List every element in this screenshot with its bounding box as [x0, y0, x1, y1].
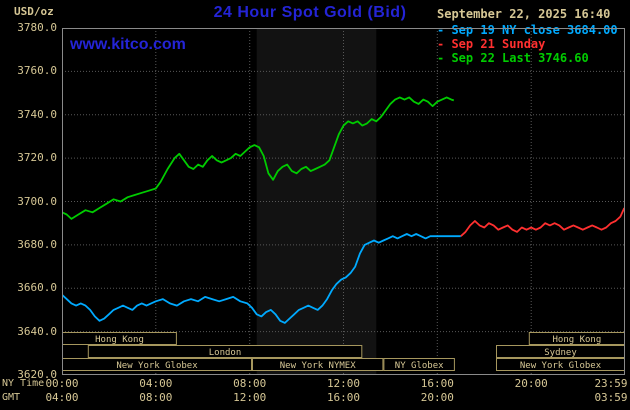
x-axis-row-label-ny-time: NY Time	[2, 378, 45, 389]
chart-title: 24 Hour Spot Gold (Bid)	[213, 4, 407, 21]
x-axis-row-label-gmt: GMT	[2, 392, 21, 403]
session-box-label: New York Globex	[520, 361, 602, 371]
y-axis-tick-label: 3740.0	[17, 107, 57, 121]
session-box-sydney: Sydney	[496, 345, 625, 358]
session-box-new-york-nymex: New York NYMEX	[252, 358, 384, 371]
legend-item: - Sep 21 Sunday	[437, 37, 546, 51]
x-axis-tick-label: 12:00	[233, 391, 267, 404]
report-datetime: September 22, 2025 16:40	[437, 7, 611, 21]
session-box-hong-kong: Hong Kong	[528, 332, 625, 345]
y-axis-tick-label: 3620.0	[17, 368, 57, 381]
nymex-session-band	[256, 28, 377, 375]
y-axis-tick-label: 3700.0	[17, 194, 57, 208]
series-line-sep22-last	[62, 96, 455, 220]
x-axis-tick-label: 03:59	[594, 391, 628, 404]
x-axis-tick-label: 23:59	[594, 377, 628, 390]
legend: - Sep 19 NY close 3684.00- Sep 21 Sunday…	[437, 23, 618, 65]
session-box-rect	[87, 345, 363, 358]
session-box-label: New York NYMEX	[280, 361, 356, 371]
kitco-website-link[interactable]: www.kitco.com	[70, 36, 186, 53]
y-axis-tick-label: 3760.0	[17, 64, 57, 78]
session-box-label: Hong Kong	[95, 335, 144, 345]
session-box-rect	[252, 358, 384, 371]
y-axis-tick-label: 3680.0	[17, 237, 57, 251]
y-axis-tick-label: 3660.0	[17, 281, 57, 295]
x-axis-tick-label: 08:00	[139, 391, 173, 404]
x-axis-tick-label: 04:00	[139, 377, 173, 390]
x-axis-tick-label: 16:00	[326, 391, 361, 404]
y-axis-tick-label: 3720.0	[17, 151, 57, 165]
x-axis-tick-label: 20:00	[514, 377, 548, 390]
x-axis-tick-label: 00:00	[45, 377, 79, 390]
session-box-ny-globex: NY Globex	[383, 358, 455, 371]
session-box-new-york-globex: New York Globex	[496, 358, 625, 371]
plot-area: Hong Kong Hong Kong London Sydney New York G…	[62, 28, 625, 375]
series-line-sep21-sunday	[460, 207, 625, 237]
x-axis-tick-label: 04:00	[45, 391, 79, 404]
session-box-label: Sydney	[544, 348, 577, 358]
series-line-sep19-ny-close	[62, 233, 461, 324]
session-box-label: NY Globex	[395, 361, 444, 371]
x-axis-gmt-row: GMT 04:00 08:00 12:00 16:00 20:00 03:59	[0, 391, 630, 404]
x-axis-ny-time-row: NY Time 00:00 04:00 08:00 12:00 16:00 20:00 23…	[0, 377, 630, 390]
x-axis-tick-label: 16:00	[420, 377, 454, 390]
session-box-rect	[383, 358, 455, 371]
session-box-label: Hong Kong	[553, 335, 602, 345]
session-box-label: New York Globex	[116, 361, 198, 371]
x-axis-tick-label: 20:00	[420, 391, 454, 404]
y-axis-tick-label: 3640.0	[17, 324, 57, 338]
legend-item: - Sep 19 NY close 3684.00	[437, 23, 618, 37]
y-axis-unit-label: USD/oz	[14, 5, 54, 18]
session-box-new-york-globex: New York Globex	[62, 358, 252, 371]
session-box-hong-kong: Hong Kong	[62, 332, 177, 345]
plot-border	[62, 28, 625, 375]
legend-item: - Sep 22 Last 3746.60	[437, 51, 589, 65]
x-axis-tick-label: 12:00	[326, 377, 361, 390]
session-box-label: London	[209, 348, 242, 358]
x-axis-tick-label: 08:00	[233, 377, 267, 390]
session-box-london: London	[87, 345, 363, 358]
y-axis-tick-label: 3780.0	[17, 21, 57, 34]
chart-canvas: Hong Kong Hong Kong London Sydney New York G…	[62, 28, 625, 375]
